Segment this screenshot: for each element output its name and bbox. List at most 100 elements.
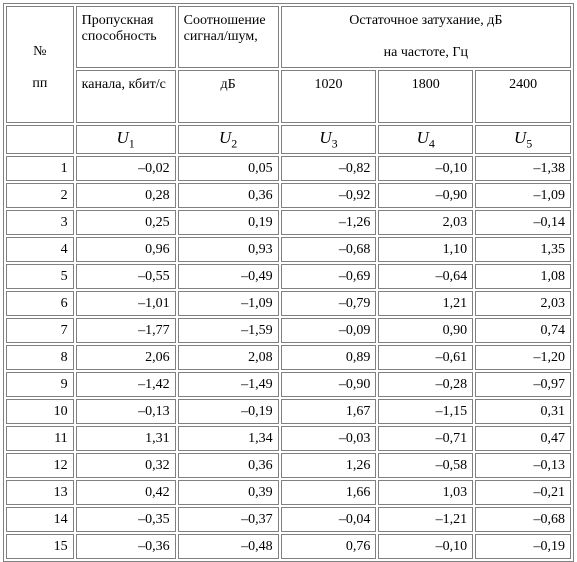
data-row: 1 –0,02 0,05 –0,82 –0,10 –1,38 xyxy=(6,156,571,181)
symbol: U xyxy=(319,127,332,147)
symbol-cell: U5 xyxy=(475,125,571,154)
unit-cell: канала, кбит/с xyxy=(75,70,176,123)
value-cell: –0,90 xyxy=(280,372,377,397)
row-number: 10 xyxy=(6,399,74,424)
value-cell: 1,67 xyxy=(280,399,377,424)
value-cell: –0,68 xyxy=(280,237,377,262)
value-cell: –0,14 xyxy=(475,210,571,235)
row-number: 9 xyxy=(6,372,74,397)
symbol-cell: U3 xyxy=(280,125,377,154)
value-cell: 1,66 xyxy=(280,480,377,505)
value-cell: –0,21 xyxy=(475,480,571,505)
header-cell: Соотношение сигнал/шум, xyxy=(177,6,279,68)
value-cell: –0,55 xyxy=(75,264,176,289)
value-cell: –0,09 xyxy=(280,318,377,343)
data-row: 15 –0,36 –0,48 0,76 –0,10 –0,19 xyxy=(6,534,571,559)
value-cell: –0,68 xyxy=(475,507,571,532)
value-cell: –1,38 xyxy=(475,156,571,181)
value-cell: –0,58 xyxy=(378,453,474,478)
symbol-cell: U2 xyxy=(177,125,279,154)
value-cell: 0,32 xyxy=(75,453,176,478)
symbol: U xyxy=(416,127,429,147)
unit-cell: 1020 xyxy=(280,70,377,123)
row-number: 11 xyxy=(6,426,74,451)
value-cell: 2,06 xyxy=(75,345,176,370)
symbol-cell: U4 xyxy=(378,125,474,154)
data-row: 4 0,96 0,93 –0,68 1,10 1,35 xyxy=(6,237,571,262)
data-row: 5 –0,55 –0,49 –0,69 –0,64 1,08 xyxy=(6,264,571,289)
value-cell: –0,19 xyxy=(177,399,279,424)
header-row: канала, кбит/с дБ 1020 1800 2400 xyxy=(6,70,571,123)
data-row: 14 –0,35 –0,37 –0,04 –1,21 –0,68 xyxy=(6,507,571,532)
value-cell: 2,08 xyxy=(177,345,279,370)
data-row: 8 2,06 2,08 0,89 –0,61 –1,20 xyxy=(6,345,571,370)
value-cell: 0,36 xyxy=(177,183,279,208)
value-cell: 0,28 xyxy=(75,183,176,208)
row-number: 8 xyxy=(6,345,74,370)
value-cell: 1,08 xyxy=(475,264,571,289)
value-cell: 0,74 xyxy=(475,318,571,343)
header-text: пп xyxy=(32,75,48,91)
data-row: 6 –1,01 –1,09 –0,79 1,21 2,03 xyxy=(6,291,571,316)
value-cell: 1,26 xyxy=(280,453,377,478)
value-cell: 0,93 xyxy=(177,237,279,262)
value-cell: –0,28 xyxy=(378,372,474,397)
value-cell: –1,42 xyxy=(75,372,176,397)
symbol: U xyxy=(513,127,527,147)
value-cell: 2,03 xyxy=(475,291,571,316)
row-number: 7 xyxy=(6,318,74,343)
row-number: 13 xyxy=(6,480,74,505)
row-number: 3 xyxy=(6,210,74,235)
data-row: 13 0,42 0,39 1,66 1,03 –0,21 xyxy=(6,480,571,505)
value-cell: –0,37 xyxy=(177,507,279,532)
value-cell: –1,01 xyxy=(75,291,176,316)
header-text: № xyxy=(33,43,47,59)
value-cell: –0,04 xyxy=(280,507,377,532)
header-row: U1 U2 U3 U4 U5 xyxy=(6,125,571,154)
value-cell: 1,21 xyxy=(378,291,474,316)
value-cell: –1,26 xyxy=(280,210,377,235)
value-cell: 0,36 xyxy=(177,453,279,478)
header-text: Остаточное затухание, дБ xyxy=(349,13,503,28)
value-cell: –1,49 xyxy=(177,372,279,397)
value-cell: 0,39 xyxy=(177,480,279,505)
value-cell: 0,96 xyxy=(75,237,176,262)
value-cell: –0,13 xyxy=(75,399,176,424)
value-cell: 1,34 xyxy=(177,426,279,451)
value-cell: –1,59 xyxy=(177,318,279,343)
value-cell: 1,35 xyxy=(475,237,571,262)
symbol-index: 4 xyxy=(428,136,435,151)
data-row: 10 –0,13 –0,19 1,67 –1,15 0,31 xyxy=(6,399,571,424)
symbol-cell: U1 xyxy=(75,125,176,154)
row-number: 12 xyxy=(6,453,74,478)
value-cell: –0,13 xyxy=(475,453,571,478)
row-number: 6 xyxy=(6,291,74,316)
value-cell: –0,61 xyxy=(378,345,474,370)
data-row: 12 0,32 0,36 1,26 –0,58 –0,13 xyxy=(6,453,571,478)
value-cell: 0,42 xyxy=(75,480,176,505)
value-cell: 0,90 xyxy=(378,318,474,343)
empty-cell xyxy=(6,125,74,154)
header-text: на частоте, Гц xyxy=(383,45,468,60)
value-cell: –1,09 xyxy=(475,183,571,208)
value-cell: –0,97 xyxy=(475,372,571,397)
value-cell: –0,10 xyxy=(378,534,474,559)
symbol: U xyxy=(116,127,129,147)
table-body: № пп Пропускная способность Соотношение с… xyxy=(6,6,571,559)
value-cell: 0,19 xyxy=(177,210,279,235)
value-cell: 2,03 xyxy=(378,210,474,235)
value-cell: 0,25 xyxy=(75,210,176,235)
value-cell: 0,05 xyxy=(177,156,279,181)
unit-cell: дБ xyxy=(177,70,279,123)
value-cell: 1,03 xyxy=(378,480,474,505)
symbol: U xyxy=(218,127,232,147)
row-number: 14 xyxy=(6,507,74,532)
value-cell: –0,64 xyxy=(378,264,474,289)
value-cell: 0,76 xyxy=(280,534,377,559)
group-header: Остаточное затухание, дБ на частоте, Гц xyxy=(280,6,571,68)
row-number: 15 xyxy=(6,534,74,559)
row-number: 5 xyxy=(6,264,74,289)
value-cell: –0,82 xyxy=(280,156,377,181)
data-row: 11 1,31 1,34 –0,03 –0,71 0,47 xyxy=(6,426,571,451)
